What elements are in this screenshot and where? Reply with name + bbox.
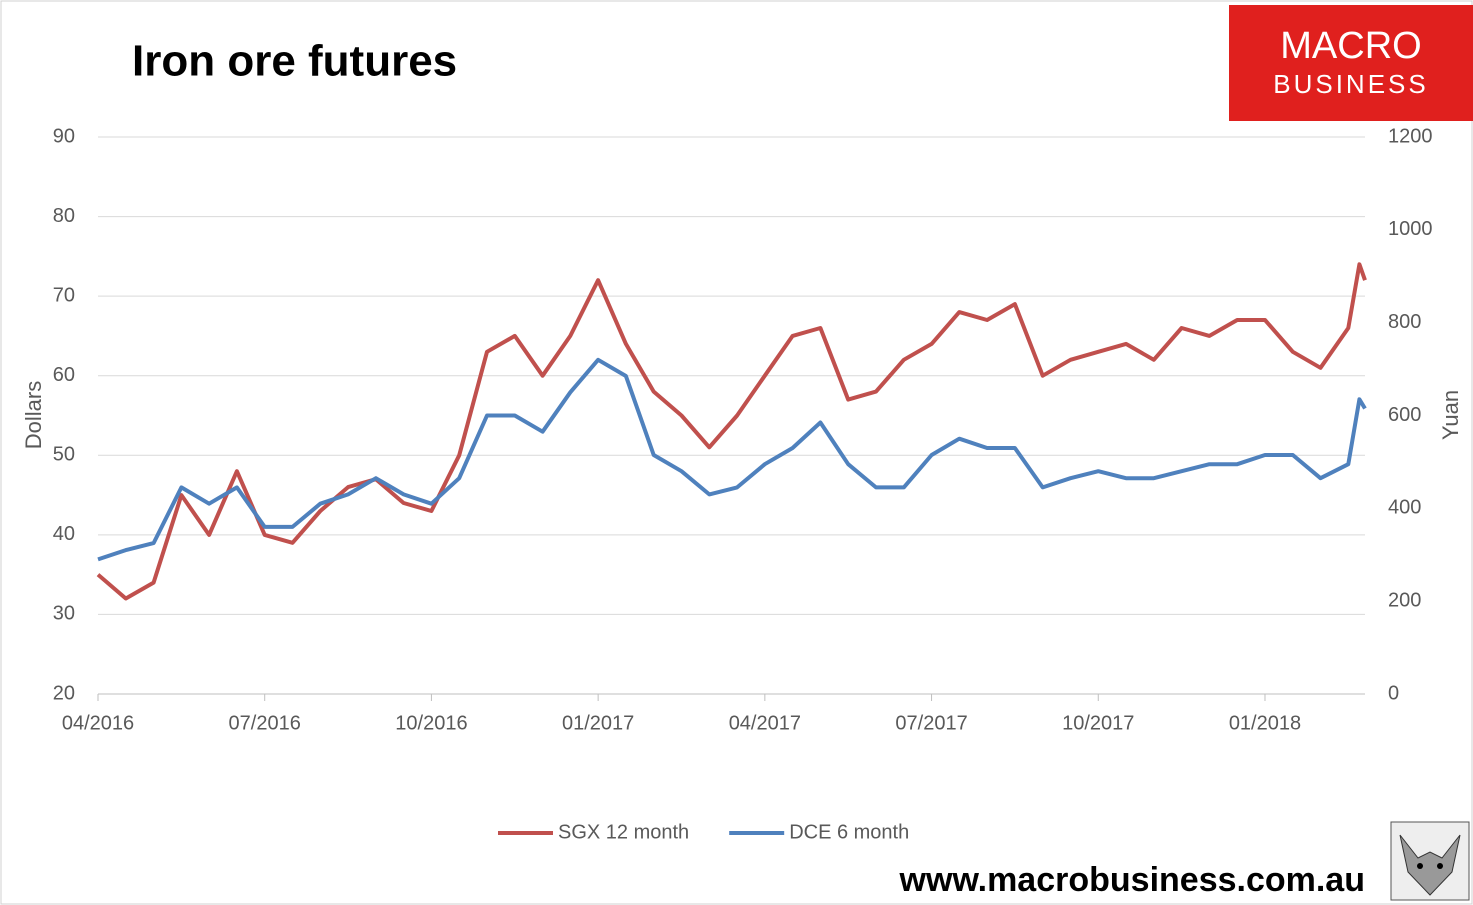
x-tick-label: 07/2016 <box>229 712 301 734</box>
logo-text: MACRO <box>1280 25 1421 67</box>
legend-label: DCE 6 month <box>789 821 909 843</box>
y-tick-label: 60 <box>53 364 75 386</box>
y-axis-label: Dollars <box>21 381 46 449</box>
x-tick-label: 07/2017 <box>895 712 967 734</box>
x-tick-label: 01/2018 <box>1229 712 1301 734</box>
series-line <box>96 262 1367 601</box>
y2-tick-label: 200 <box>1388 589 1421 611</box>
y2-axis-label: Yuan <box>1438 390 1463 440</box>
y-tick-label: 40 <box>53 523 75 545</box>
y2-tick-label: 1000 <box>1388 218 1433 240</box>
x-tick-label: 10/2017 <box>1062 712 1134 734</box>
x-tick-label: 04/2016 <box>62 712 134 734</box>
legend-label: SGX 12 month <box>558 821 689 843</box>
y2-tick-label: 400 <box>1388 497 1421 519</box>
y-tick-label: 20 <box>53 682 75 704</box>
fox-icon <box>1390 821 1470 901</box>
x-tick-label: 10/2016 <box>395 712 467 734</box>
logo-text: BUSINESS <box>1273 69 1429 99</box>
y-tick-label: 50 <box>53 444 75 466</box>
x-tick-label: 01/2017 <box>562 712 634 734</box>
y-tick-label: 30 <box>53 603 75 625</box>
y2-tick-label: 800 <box>1388 311 1421 333</box>
series-line <box>97 357 1367 562</box>
footer-url: www.macrobusiness.com.au <box>899 861 1365 899</box>
y2-tick-label: 600 <box>1388 404 1421 426</box>
y-tick-label: 80 <box>53 205 75 227</box>
y2-tick-label: 1200 <box>1388 125 1433 147</box>
chart-title: Iron ore futures <box>132 37 457 86</box>
logo-box <box>1229 5 1473 121</box>
x-tick-label: 04/2017 <box>729 712 801 734</box>
y-tick-label: 90 <box>53 125 75 147</box>
y-tick-label: 70 <box>53 284 75 306</box>
y2-tick-label: 0 <box>1388 682 1399 704</box>
